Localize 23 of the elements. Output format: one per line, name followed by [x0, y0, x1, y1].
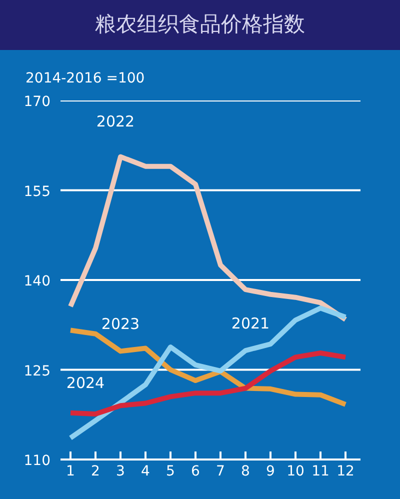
series-label: 2021	[231, 314, 270, 333]
x-tick-label: 8	[241, 464, 250, 480]
x-tick-label: 5	[166, 464, 175, 480]
x-tick-label: 9	[266, 464, 275, 480]
x-tick-label: 4	[141, 464, 150, 480]
x-tick-label: 11	[312, 464, 330, 480]
x-tick-label: 2	[91, 464, 100, 480]
y-tick-label: 110	[24, 453, 51, 469]
x-tick-label: 1	[66, 464, 75, 480]
x-tick-label: 6	[191, 464, 200, 480]
series-label: 2022	[96, 112, 135, 131]
y-tick-label: 140	[24, 274, 51, 290]
x-tick-label: 3	[116, 464, 125, 480]
x-tick-label: 12	[336, 464, 354, 480]
chart-subtitle: 2014-2016 =100	[26, 70, 145, 86]
x-tick-label: 10	[286, 464, 304, 480]
y-tick-label: 125	[24, 363, 51, 380]
chart-title: 粮农组织食品价格指数	[95, 12, 305, 38]
x-tick-label: 7	[216, 464, 225, 480]
y-tick-label: 170	[24, 94, 51, 110]
series-label: 2023	[101, 315, 140, 334]
series-label: 2024	[66, 374, 105, 392]
y-tick-label: 155	[24, 184, 51, 200]
